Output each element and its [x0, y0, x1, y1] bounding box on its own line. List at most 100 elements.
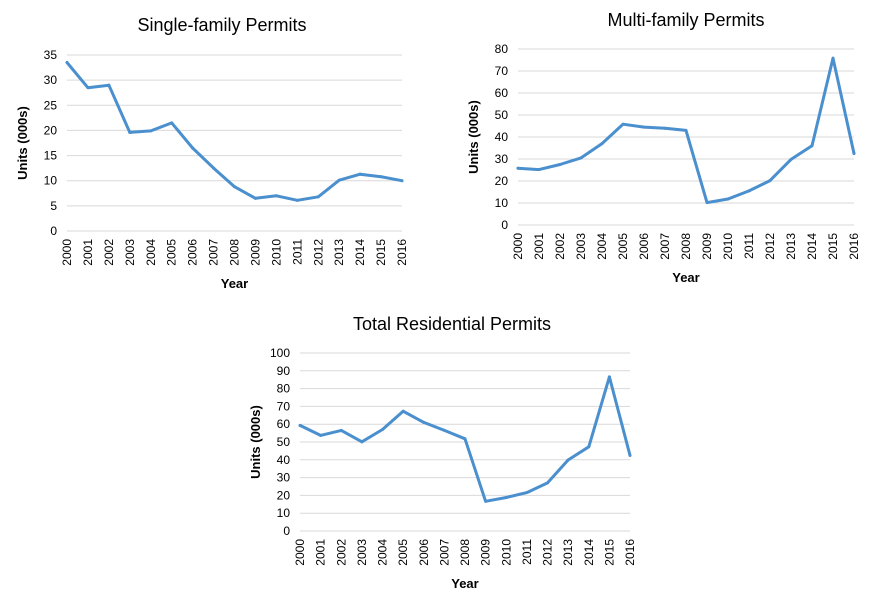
data-point	[579, 156, 583, 160]
data-point	[107, 83, 111, 87]
data-point	[170, 121, 174, 125]
x-tick-label: 2004	[144, 239, 158, 266]
y-tick-label: 10	[277, 506, 291, 520]
y-tick-label: 90	[277, 364, 291, 378]
x-tick-label: 2000	[511, 233, 525, 260]
x-tick-label: 2015	[602, 539, 616, 566]
data-point	[442, 428, 446, 432]
x-tick-label: 2012	[311, 239, 325, 266]
x-tick-label: 2007	[437, 539, 451, 566]
x-tick-label: 2015	[374, 239, 388, 266]
data-point	[587, 445, 591, 449]
data-point	[726, 197, 730, 201]
x-tick-label: 2005	[165, 239, 179, 266]
data-point	[298, 423, 302, 427]
x-tick-label: 2007	[658, 233, 672, 260]
y-tick-label: 10	[495, 196, 509, 210]
x-tick-label: 2010	[269, 239, 283, 266]
x-tick-label: 2000	[293, 539, 307, 566]
x-tick-label: 2003	[123, 239, 137, 266]
data-point	[537, 168, 541, 172]
x-tick-label: 2006	[637, 233, 651, 260]
data-point	[621, 122, 625, 126]
y-tick-label: 25	[44, 98, 58, 112]
chart-3: Total Residential Permits 0 10 20 30 40 50 60 70…	[248, 314, 637, 591]
y-axis-title: Units (000s)	[466, 100, 481, 174]
x-tick-label: 2010	[499, 539, 513, 566]
data-point	[566, 458, 570, 462]
x-tick-label: 2012	[763, 233, 777, 260]
y-tick-label: 0	[50, 224, 57, 238]
y-tick-label: 100	[270, 346, 290, 360]
x-axis-title: Year	[221, 276, 248, 291]
x-tick-label: 2001	[81, 239, 95, 266]
y-tick-label: 30	[44, 73, 58, 87]
y-tick-label: 20	[44, 123, 58, 137]
x-tick-label: 2009	[479, 539, 493, 566]
x-tick-label: 2011	[742, 233, 756, 259]
x-tick-label: 2016	[395, 239, 409, 266]
x-tick-label: 2001	[532, 233, 546, 260]
data-point	[381, 428, 384, 432]
x-tick-label: 2013	[332, 239, 346, 266]
y-tick-label: 50	[277, 435, 291, 449]
y-tick-label: 35	[44, 48, 58, 62]
data-point	[663, 126, 667, 130]
data-point	[86, 86, 90, 90]
x-tick-label: 2000	[60, 239, 74, 266]
x-tick-label: 2015	[826, 233, 840, 260]
data-point	[233, 185, 236, 189]
x-tick-label: 2003	[355, 539, 369, 566]
data-point	[789, 157, 793, 161]
data-point	[831, 56, 835, 60]
x-axis-title: Year	[672, 270, 699, 285]
chart-title: Total Residential Permits	[353, 314, 551, 334]
data-point	[484, 499, 488, 503]
y-tick-label: 30	[277, 471, 291, 485]
data-point	[558, 163, 562, 166]
y-tick-label: 60	[495, 86, 509, 100]
data-point	[810, 144, 814, 148]
data-point	[339, 428, 343, 432]
x-axis-title: Year	[451, 576, 478, 591]
x-tick-label: 2013	[561, 539, 575, 566]
x-tick-label: 2009	[248, 239, 262, 266]
x-tick-label: 2002	[553, 233, 567, 260]
x-tick-label: 2006	[417, 539, 431, 566]
data-point	[852, 152, 856, 155]
y-tick-label: 10	[44, 174, 58, 188]
x-tick-label: 2002	[102, 239, 116, 266]
x-tick-label: 2007	[207, 239, 221, 266]
data-point	[463, 437, 467, 441]
y-tick-label: 80	[495, 42, 509, 56]
series-line	[65, 61, 404, 202]
x-tick-label: 2004	[595, 233, 609, 260]
x-tick-label: 2011	[290, 239, 304, 265]
x-tick-label: 2004	[376, 539, 390, 566]
y-tick-label: 0	[283, 524, 290, 538]
y-axis-title: Units (000s)	[15, 106, 30, 180]
data-point	[212, 166, 216, 170]
data-point	[747, 189, 751, 193]
x-tick-label: 2009	[700, 233, 714, 260]
data-point	[360, 440, 364, 444]
x-tick-label: 2005	[396, 539, 410, 566]
x-tick-label: 2008	[228, 239, 242, 266]
x-tick-label: 2014	[353, 239, 367, 266]
x-tick-label: 2016	[847, 233, 861, 260]
y-tick-label: 80	[277, 382, 291, 396]
chart-1: Single-family Permits 0 5 10 15 20 25 30 35 2000 2…	[15, 15, 409, 291]
data-point	[684, 128, 688, 132]
x-tick-label: 2013	[784, 233, 798, 260]
data-point	[253, 196, 257, 200]
y-axis-title: Units (000s)	[248, 405, 263, 479]
data-point	[358, 172, 362, 176]
data-point	[607, 375, 611, 379]
y-tick-label: 40	[495, 130, 509, 144]
data-point	[274, 194, 278, 198]
x-tick-label: 2014	[805, 233, 819, 260]
y-tick-label: 30	[495, 152, 509, 166]
data-point	[546, 481, 549, 485]
data-point	[705, 201, 709, 205]
